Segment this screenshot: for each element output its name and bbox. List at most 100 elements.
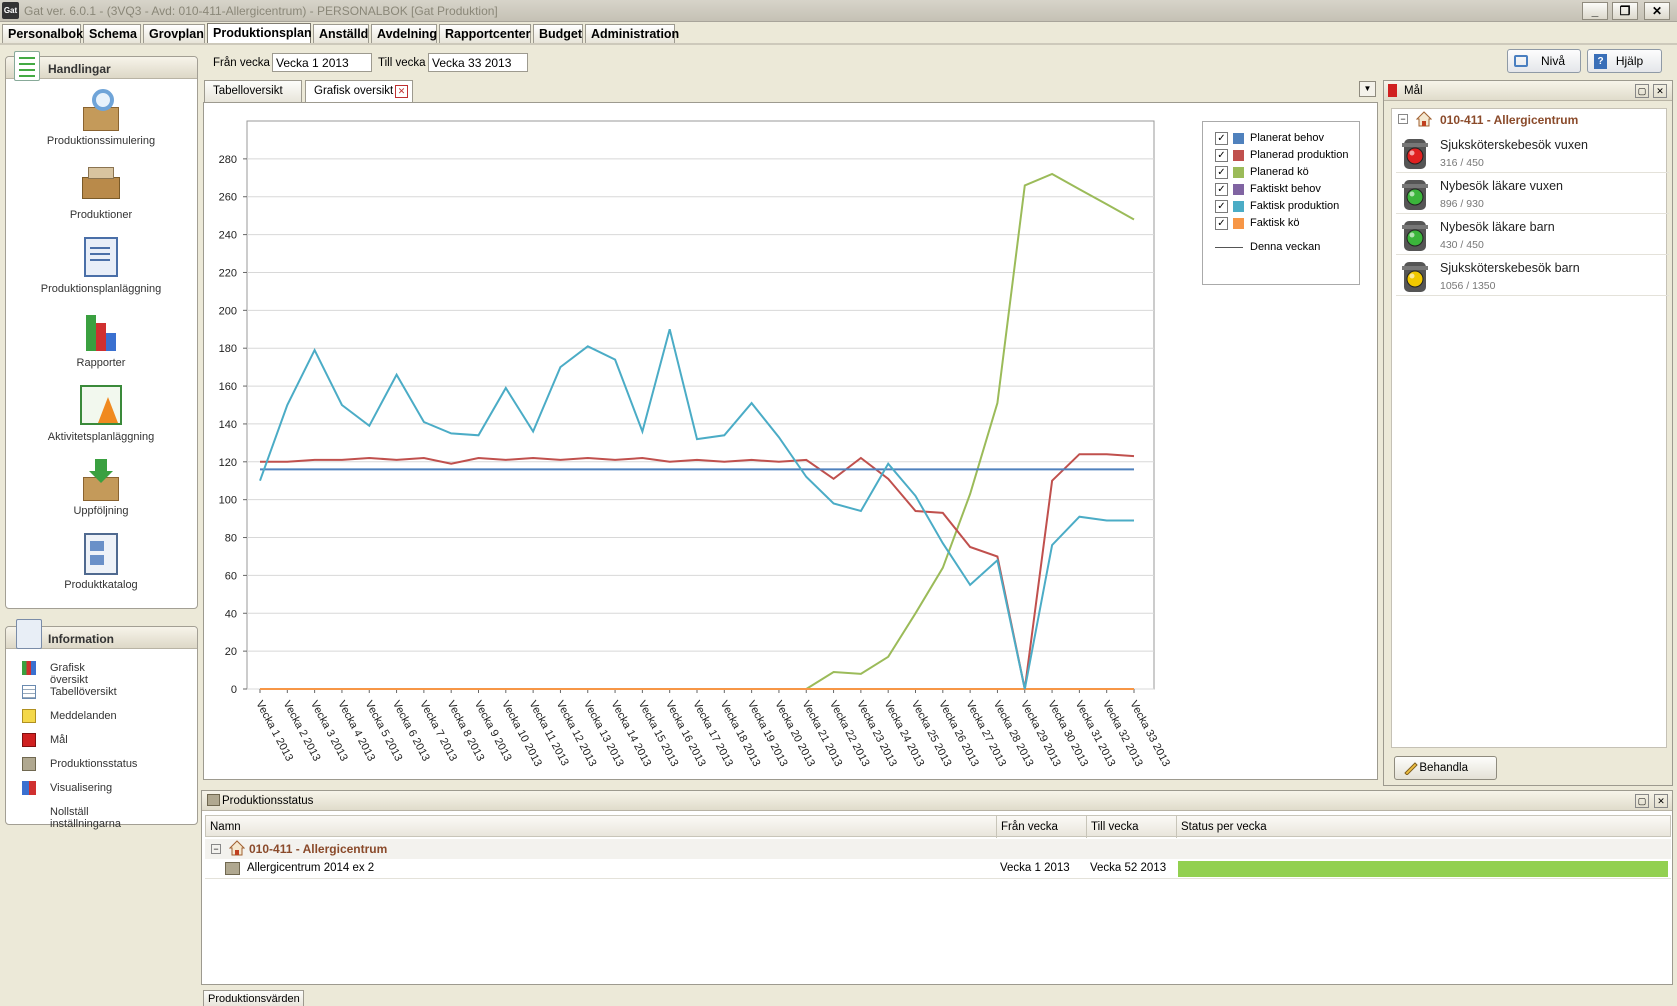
nav-produktioner[interactable]: Produktioner xyxy=(6,161,196,221)
close-panel-icon[interactable]: ✕ xyxy=(1653,84,1667,98)
bar-chart-icon xyxy=(78,309,124,355)
plan-document-icon xyxy=(78,235,124,281)
row-from: Vecka 1 2013 xyxy=(1000,862,1070,874)
collapse-icon[interactable]: − xyxy=(211,844,221,854)
goal-book-icon xyxy=(22,733,36,747)
prodstatus-group-label: 010-411 - Allergicentrum xyxy=(249,842,388,856)
col-fran-vecka[interactable]: Från vecka xyxy=(997,816,1087,838)
col-status[interactable]: Status per vecka xyxy=(1181,821,1267,833)
info-label: Mål xyxy=(50,734,68,746)
nav-produktkatalog[interactable]: Produktkatalog xyxy=(6,531,196,591)
menu-produktionsplan[interactable]: Produktionsplan xyxy=(207,23,312,43)
y-tick-label: 0 xyxy=(231,684,237,696)
traffic-light-icon xyxy=(1400,137,1430,171)
goal-item[interactable]: Nybesök läkare barn 430 / 450 xyxy=(1396,215,1669,255)
menu-schema[interactable]: Schema xyxy=(83,24,141,43)
status-bar xyxy=(1178,861,1668,877)
behandla-button[interactable]: Behandla xyxy=(1394,756,1497,780)
nav-produktionsplanlaggning[interactable]: Produktionsplanläggning xyxy=(6,235,196,295)
checkbox[interactable]: ✓ xyxy=(1215,200,1228,213)
legend-label: Faktiskt behov xyxy=(1250,183,1321,195)
col-namn[interactable]: Namn xyxy=(206,816,997,838)
mal-panel: Mål ▢ ✕ − 010-411 - Allergicentrum Sjuks… xyxy=(1383,80,1673,786)
nav-uppfoljning[interactable]: Uppföljning xyxy=(6,457,196,517)
close-button[interactable]: ✕ xyxy=(1644,2,1670,20)
collapse-icon[interactable]: − xyxy=(1398,114,1408,124)
y-tick-label: 200 xyxy=(219,305,237,317)
goal-item[interactable]: Nybesök läkare vuxen 896 / 930 xyxy=(1396,174,1669,214)
goal-item[interactable]: Sjuksköterskebesök vuxen 316 / 450 xyxy=(1396,133,1669,173)
line-chart: 020406080100120140160180200220240260280V… xyxy=(219,120,1172,769)
prodstatus-group-row[interactable]: − 010-411 - Allergicentrum xyxy=(205,839,1671,859)
y-tick-label: 80 xyxy=(225,533,237,545)
tab-grafisk-oversikt[interactable]: Grafisk oversikt ✕ xyxy=(305,80,413,102)
niva-label: Nivå xyxy=(1540,54,1565,68)
legend-label: Faktisk kö xyxy=(1250,217,1300,229)
pin-icon[interactable]: ▢ xyxy=(1635,794,1649,808)
restore-button[interactable]: ❐ xyxy=(1612,2,1638,20)
pin-icon[interactable]: ▢ xyxy=(1635,84,1649,98)
tab-produktionsvarden[interactable]: Produktionsvärden xyxy=(203,990,304,1006)
nav-produktionssimulering[interactable]: Produktionssimulering xyxy=(6,87,196,147)
mal-group-row[interactable]: − 010-411 - Allergicentrum xyxy=(1392,109,1666,131)
info-label: Nollställ inställningarna xyxy=(50,806,121,830)
close-tab-icon[interactable]: ✕ xyxy=(395,85,408,98)
legend-label: Faktisk produktion xyxy=(1250,200,1340,212)
checkbox[interactable]: ✓ xyxy=(1215,166,1228,179)
legend-label: Denna veckan xyxy=(1250,241,1321,253)
pencil-icon xyxy=(1403,761,1419,776)
help-icon: ? xyxy=(1594,54,1607,69)
y-tick-label: 160 xyxy=(219,381,237,393)
traffic-light-icon xyxy=(1400,260,1430,294)
house-icon xyxy=(1415,111,1433,127)
title-bar: Gat Gat ver. 6.0.1 - (3VQ3 - Avd: 010-41… xyxy=(0,0,1677,22)
menu-avdelning[interactable]: Avdelning xyxy=(371,24,437,43)
y-tick-label: 240 xyxy=(219,230,237,242)
menu-grovplan[interactable]: Grovplan xyxy=(143,24,205,43)
goal-value: 896 / 930 xyxy=(1440,198,1484,210)
series-line-faktisk-produktion xyxy=(259,329,1134,690)
checkbox[interactable]: ✓ xyxy=(1215,183,1228,196)
prodstatus-table-header: Namn Från vecka Till vecka Status per ve… xyxy=(205,815,1671,838)
to-week-input[interactable] xyxy=(428,53,528,72)
from-week-input[interactable] xyxy=(272,53,372,72)
checkbox[interactable]: ✓ xyxy=(1215,217,1228,230)
menu-personalbok[interactable]: Personalbok xyxy=(2,24,83,43)
menu-rapportcenter[interactable]: Rapportcenter xyxy=(439,24,531,43)
status-icon xyxy=(207,794,220,806)
tab-tabelloversikt[interactable]: Tabelloversikt xyxy=(204,80,302,102)
nav-label: Uppföljning xyxy=(73,505,129,517)
production-icon xyxy=(225,862,240,875)
menu-anstalld[interactable]: Anställd xyxy=(313,24,369,43)
legend-swatch xyxy=(1233,150,1244,161)
tab-dropdown-icon[interactable]: ▼ xyxy=(1359,81,1376,97)
chart-legend: ✓ Planerat behov ✓ Planerad produktion ✓ Plan… xyxy=(1202,121,1360,285)
checklist-icon xyxy=(14,51,40,81)
checkbox[interactable]: ✓ xyxy=(1215,132,1228,145)
row-to: Vecka 52 2013 xyxy=(1090,862,1167,874)
niva-button[interactable]: Nivå xyxy=(1507,49,1581,73)
note-icon xyxy=(22,709,36,723)
status-bar-fill xyxy=(1178,861,1668,877)
col-till-vecka[interactable]: Till vecka xyxy=(1087,816,1177,838)
table-row[interactable]: Allergicentrum 2014 ex 2 Vecka 1 2013 Ve… xyxy=(205,859,1671,879)
window-title: Gat ver. 6.0.1 - (3VQ3 - Avd: 010-411-Al… xyxy=(24,4,498,18)
goal-name: Nybesök läkare barn xyxy=(1440,220,1555,234)
menu-administration[interactable]: Administration xyxy=(585,24,679,43)
close-panel-icon[interactable]: ✕ xyxy=(1654,794,1668,808)
legend-line xyxy=(1215,247,1243,248)
menu-budget[interactable]: Budget xyxy=(533,24,583,43)
info-label: Meddelanden xyxy=(50,710,117,722)
nav-aktivitetsplanlaggning[interactable]: Aktivitetsplanläggning xyxy=(6,383,196,443)
goal-item[interactable]: Sjuksköterskebesök barn 1056 / 1350 xyxy=(1396,256,1669,296)
series-line-planerad-produktion xyxy=(260,453,1135,690)
legend-swatch xyxy=(1233,167,1244,178)
information-title: Information xyxy=(48,632,114,646)
nav-rapporter[interactable]: Rapporter xyxy=(6,309,196,369)
checkbox[interactable]: ✓ xyxy=(1215,149,1228,162)
minimize-button[interactable]: _ xyxy=(1582,2,1608,20)
app-icon: Gat xyxy=(2,2,19,19)
y-tick-label: 260 xyxy=(219,192,237,204)
hjalp-button[interactable]: ? Hjälp xyxy=(1587,49,1662,73)
goal-name: Nybesök läkare vuxen xyxy=(1440,179,1563,193)
